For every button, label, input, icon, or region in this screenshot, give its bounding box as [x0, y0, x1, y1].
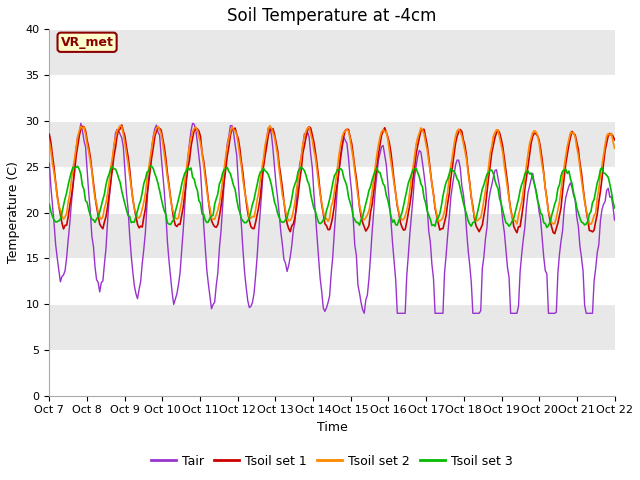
Text: VR_met: VR_met [61, 36, 113, 49]
Bar [49, 304, 614, 350]
Bar [49, 167, 614, 213]
Title: Soil Temperature at -4cm: Soil Temperature at -4cm [227, 7, 436, 25]
Bar [49, 350, 614, 396]
Y-axis label: Temperature (C): Temperature (C) [7, 162, 20, 264]
Bar [49, 121, 614, 167]
Bar [49, 75, 614, 121]
Legend: Tair, Tsoil set 1, Tsoil set 2, Tsoil set 3: Tair, Tsoil set 1, Tsoil set 2, Tsoil se… [146, 450, 518, 473]
Bar [49, 29, 614, 75]
Bar [49, 213, 614, 258]
Bar [49, 258, 614, 304]
X-axis label: Time: Time [317, 421, 348, 434]
